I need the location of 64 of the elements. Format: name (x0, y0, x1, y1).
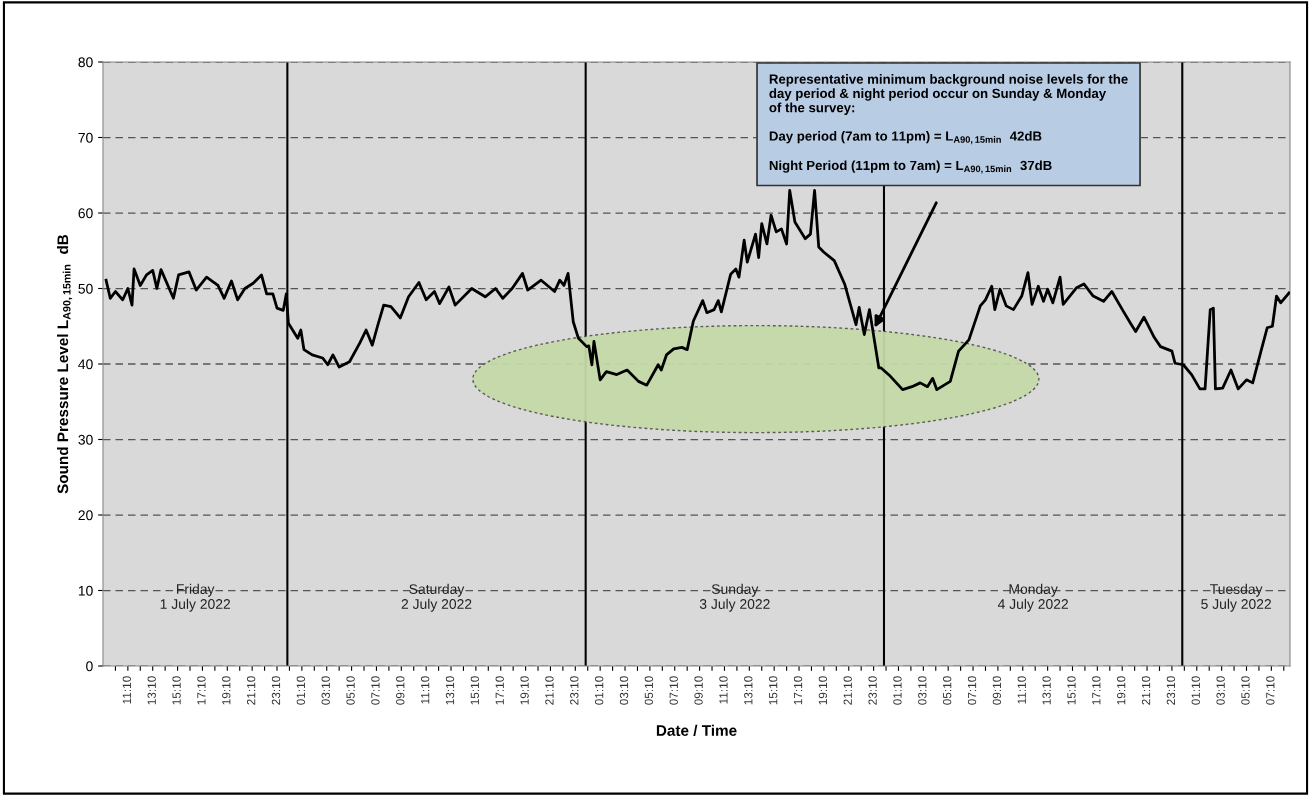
annotation: Monday 4 July 2022 (997, 583, 1068, 612)
x-tick-label: 17:10 (197, 676, 206, 705)
x-tick-label: 11:10 (420, 676, 430, 704)
x-tick-label: 01:10 (594, 676, 604, 705)
x-tick-label: 15:10 (1067, 676, 1076, 705)
x-tick-label: 01:10 (1191, 676, 1200, 705)
x-tick-label: 15:10 (470, 676, 480, 705)
x-tick-label: 13:10 (147, 676, 156, 705)
annotation: Tuesday 5 July 2022 (1201, 583, 1271, 612)
x-tick-label: 05:10 (346, 676, 355, 705)
x-tick-label: 23:10 (570, 676, 579, 705)
y-tick-label: 50 (78, 283, 93, 294)
x-tick-label: 21:10 (246, 676, 256, 705)
x-tick-label: 05:10 (1241, 676, 1250, 705)
x-tick-label: 21:10 (545, 676, 554, 705)
x-tick-label: 05:10 (644, 676, 654, 705)
y-tick-label: 70 (78, 132, 93, 143)
x-tick-label: 07:10 (669, 676, 678, 705)
x-tick-label: 19:10 (818, 676, 828, 705)
x-tick-label: 09:10 (694, 676, 703, 705)
x-tick-label: 23:10 (271, 676, 281, 705)
x-tick-label: 23:10 (868, 676, 877, 705)
x-tick-label: 07:10 (967, 676, 977, 705)
x-tick-label: 17:10 (793, 676, 803, 705)
y-tick-label: 20 (78, 510, 93, 521)
x-tick-label: 13:10 (744, 676, 753, 705)
x-tick-label: 19:10 (1117, 676, 1126, 705)
annotation: Saturday 2 July 2022 (401, 583, 472, 612)
x-tick-label: 15:10 (172, 676, 181, 705)
x-tick-label: 11:10 (719, 676, 728, 704)
x-tick-label: 13:10 (445, 676, 455, 705)
x-tick-label: 23:10 (1166, 676, 1176, 705)
annotation: Friday 1 July 2022 (160, 583, 231, 612)
y-tick-label: 10 (78, 585, 93, 596)
y-tick-label: 0 (86, 661, 93, 672)
x-tick-label: 03:10 (321, 676, 330, 705)
x-tick-label: 11:10 (1017, 676, 1026, 704)
x-tick-label: 07:10 (1266, 676, 1275, 705)
y-tick-label: 80 (78, 57, 93, 68)
y-tick-label: 40 (78, 359, 93, 370)
x-tick-label: 19:10 (222, 676, 231, 705)
x-tick-label: 21:10 (1141, 676, 1151, 705)
x-axis-title: Date / Time (656, 724, 737, 737)
x-tick-label: 21:10 (843, 676, 852, 705)
x-tick-label: 05:10 (943, 676, 952, 705)
x-tick-label: 13:10 (1042, 676, 1051, 705)
x-tick-label: 07:10 (371, 676, 380, 705)
x-tick-label: 03:10 (918, 676, 927, 705)
x-tick-label: 03:10 (619, 676, 629, 705)
y-axis-title: Sound Pressure Level L$_{A90,15min}$ dB (57, 234, 73, 494)
x-tick-label: 17:10 (495, 676, 504, 705)
x-tick-label: 15:10 (768, 676, 778, 705)
text: Representative minimum background noise levels for the day period & night period occur on Sunday & Monday of the survey: Day period (7am to 11pm) = L$_{A90,15min}$ 42dB Night Period (11pm to 7am) = L$_{A90,15min}$ 37dB (769, 74, 1128, 174)
x-tick-label: 03:10 (1216, 676, 1225, 705)
x-tick-label: 09:10 (396, 676, 405, 705)
x-tick-label: 19:10 (520, 676, 529, 705)
y-tick-label: 60 (78, 208, 93, 219)
annotation: Sunday 3 July 2022 (699, 583, 770, 612)
x-tick-label: 01:10 (296, 676, 306, 705)
x-tick-label: 17:10 (1092, 676, 1101, 705)
x-tick-label: 11:10 (122, 676, 132, 704)
x-tick-label: 01:10 (893, 676, 902, 705)
y-tick-label: 30 (78, 434, 93, 445)
x-tick-label: 09:10 (992, 676, 1002, 705)
